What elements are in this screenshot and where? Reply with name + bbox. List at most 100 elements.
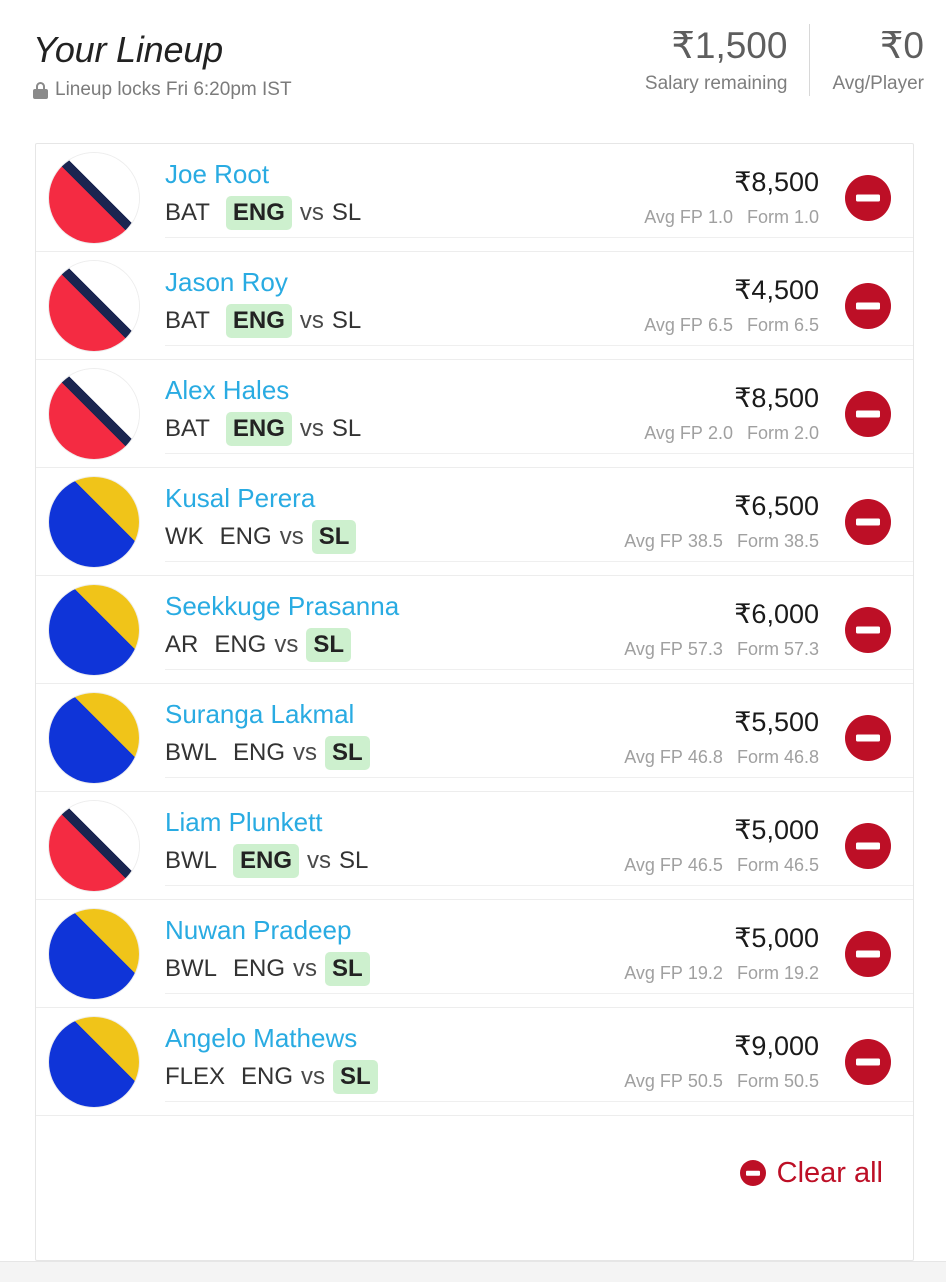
form-value: 50.5 [783, 1071, 819, 1091]
player-opponent: SL [331, 306, 362, 334]
vs-label: vs [299, 306, 324, 334]
header-left: Your Lineup Lineup locks Fri 6:20pm IST [33, 28, 292, 102]
lineup-row[interactable]: Jason Roy BAT ENG vs SL ₹4,500 Avg FP 6.5 Form 6.… [36, 252, 913, 360]
player-name-link[interactable]: Angelo Mathews [165, 1022, 358, 1053]
player-meta: BAT ENG vs SL [165, 195, 644, 230]
page-footer-strip [0, 1261, 946, 1282]
form-value: 46.5 [783, 855, 819, 875]
clear-all-row: Clear all [36, 1116, 913, 1190]
player-name-link[interactable]: Seekkuge Prasanna [165, 590, 400, 621]
lineup-row[interactable]: Angelo Mathews FLEX ENG vs SL ₹9,000 Avg FP 50.… [36, 1008, 913, 1116]
player-name-link[interactable]: Alex Hales [165, 374, 290, 405]
player-position: BWL [165, 846, 218, 874]
remove-player-button[interactable] [845, 606, 891, 653]
avg-fp-value: 1.0 [707, 207, 733, 227]
player-opponent: SL [311, 519, 357, 554]
player-name-link[interactable]: Liam Plunkett [165, 806, 323, 837]
flag-graphic [49, 908, 139, 999]
player-meta: BWL ENG vs SL [165, 843, 624, 878]
player-stats-line: Avg FP 50.5 Form 50.5 [624, 1069, 819, 1093]
player-position: BAT [165, 306, 210, 334]
remove-player-button[interactable] [845, 174, 891, 221]
remove-player-button[interactable] [845, 390, 891, 437]
team-flag-avatar-sl [49, 1016, 139, 1107]
remove-player-button[interactable] [845, 822, 891, 869]
player-salary: ₹6,000 [734, 599, 819, 629]
player-opponent: SL [306, 627, 352, 662]
avg-fp-label: Avg FP [624, 963, 683, 983]
minus-circle-icon [856, 842, 880, 849]
player-stats-line: Avg FP 46.5 Form 46.5 [624, 853, 819, 877]
remove-player-button[interactable] [845, 282, 891, 329]
player-position: BAT [165, 198, 210, 226]
player-salary-stats: ₹5,500 Avg FP 46.8 Form 46.8 [624, 706, 819, 769]
player-salary-stats: ₹6,500 Avg FP 38.5 Form 38.5 [624, 490, 819, 553]
form-label: Form [736, 1071, 779, 1091]
avg-fp-value: 50.5 [687, 1071, 723, 1091]
player-salary: ₹6,500 [734, 491, 819, 521]
player-name-link[interactable]: Suranga Lakmal [165, 698, 355, 729]
player-salary: ₹5,500 [734, 707, 819, 737]
lineup-row[interactable]: Kusal Perera WK ENG vs SL ₹6,500 Avg FP 38.5 For… [36, 468, 913, 576]
minus-circle-icon [856, 626, 880, 633]
team-flag-avatar-eng [49, 368, 139, 459]
player-name-link[interactable]: Kusal Perera [165, 482, 316, 513]
form-value: 6.5 [793, 315, 819, 335]
player-meta: AR ENG vs SL [165, 627, 624, 662]
player-salary-stats: ₹6,000 Avg FP 57.3 Form 57.3 [624, 598, 819, 661]
player-opponent: SL [325, 951, 370, 986]
lineup-row[interactable]: Suranga Lakmal BWL ENG vs SL ₹5,500 Avg FP 46.8… [36, 684, 913, 792]
lineup-row[interactable]: Alex Hales BAT ENG vs SL ₹8,500 Avg FP 2.0 Form 2… [36, 360, 913, 468]
player-info: Angelo Mathews FLEX ENG vs SL [165, 1022, 913, 1102]
lineup-row[interactable]: Nuwan Pradeep BWL ENG vs SL ₹5,000 Avg FP 19.2 F… [36, 900, 913, 1008]
player-position: FLEX [165, 1062, 226, 1090]
page-title: Your Lineup [33, 29, 223, 70]
lineup-row[interactable]: Seekkuge Prasanna AR ENG vs SL ₹6,000 Avg FP 57… [36, 576, 913, 684]
lineup-card: Joe Root BAT ENG vs SL ₹8,500 Avg FP 1.0 Form 1.0… [35, 143, 914, 1261]
lineup-row[interactable]: Joe Root BAT ENG vs SL ₹8,500 Avg FP 1.0 Form 1.0 [36, 144, 913, 252]
player-team: ENG [241, 1062, 294, 1090]
avg-fp-label: Avg FP [624, 1071, 683, 1091]
flag-graphic [49, 1016, 139, 1107]
avg-fp-label: Avg FP [644, 315, 703, 335]
vs-label: vs [307, 846, 332, 874]
remove-player-button[interactable] [845, 930, 891, 977]
lineup-lock-notice: Lineup locks Fri 6:20pm IST [33, 78, 292, 102]
lineup-row[interactable]: Liam Plunkett BWL ENG vs SL ₹5,000 Avg FP 46.5 F… [36, 792, 913, 900]
avg-fp-label: Avg FP [624, 855, 683, 875]
avg-fp-value: 57.3 [687, 639, 723, 659]
form-label: Form [736, 855, 779, 875]
team-flag-avatar-sl [49, 908, 139, 999]
player-info: Nuwan Pradeep BWL ENG vs SL [165, 914, 913, 994]
remove-player-button[interactable] [845, 498, 891, 545]
stat-avg-per-player: ₹0 Avg/Player [809, 24, 946, 96]
player-name-link[interactable]: Jason Roy [165, 266, 288, 297]
player-opponent: SL [331, 414, 362, 442]
player-stats-line: Avg FP 19.2 Form 19.2 [624, 961, 819, 985]
vs-label: vs [299, 414, 324, 442]
player-name-link[interactable]: Nuwan Pradeep [165, 914, 352, 945]
player-salary: ₹5,000 [734, 815, 819, 845]
player-stats-line: Avg FP 38.5 Form 38.5 [624, 529, 819, 553]
avg-fp-value: 46.5 [687, 855, 723, 875]
avg-fp-value: 6.5 [707, 315, 733, 335]
minus-circle-icon [856, 950, 880, 957]
avg-fp-value: 46.8 [687, 747, 723, 767]
player-team: ENG [219, 522, 272, 550]
player-salary: ₹8,500 [734, 383, 819, 413]
player-name-link[interactable]: Joe Root [165, 158, 270, 189]
clear-all-button[interactable]: Clear all [739, 1156, 883, 1190]
avg-fp-label: Avg FP [624, 747, 683, 767]
minus-circle-icon [856, 518, 880, 525]
player-opponent: SL [325, 735, 370, 770]
lineup-lock-text: Lineup locks Fri 6:20pm IST [55, 79, 292, 100]
vs-label: vs [301, 1062, 326, 1090]
player-salary-stats: ₹4,500 Avg FP 6.5 Form 6.5 [644, 274, 819, 337]
header-stats: ₹1,500 Salary remaining ₹0 Avg/Player [623, 24, 946, 96]
remove-player-button[interactable] [845, 1038, 891, 1085]
flag-graphic [49, 692, 139, 783]
salary-remaining-value: ₹1,500 [671, 25, 788, 66]
form-label: Form [746, 207, 789, 227]
form-value: 1.0 [793, 207, 819, 227]
remove-player-button[interactable] [845, 714, 891, 761]
